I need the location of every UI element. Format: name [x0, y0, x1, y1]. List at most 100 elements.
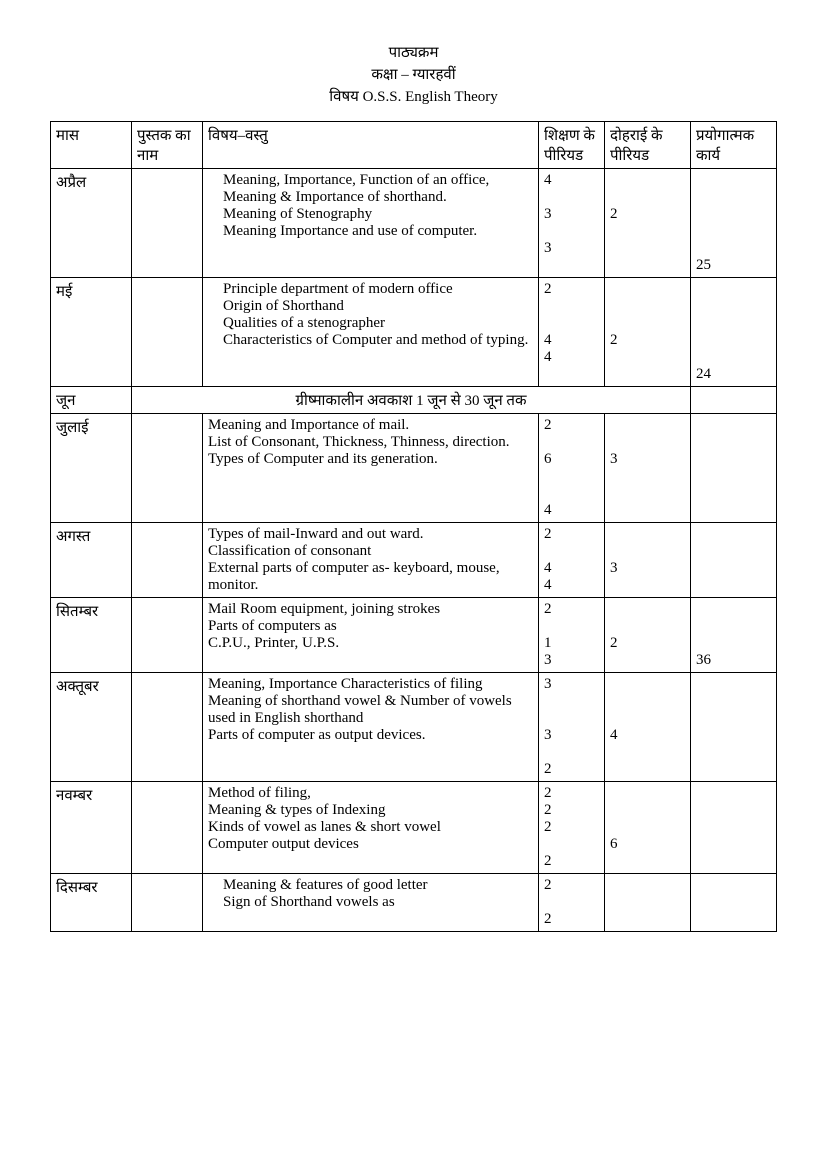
rev-val: 6: [610, 836, 685, 853]
content-line: Meaning, Importance Characteristics of f…: [208, 676, 533, 693]
table-row: सितम्बर Mail Room equipment, joining str…: [51, 598, 777, 673]
prac-val: 36: [696, 652, 771, 669]
header-line-2: कक्षा – ग्यारहवीं: [50, 64, 777, 84]
content-cell: Method of filing, Meaning & types of Ind…: [203, 782, 539, 874]
teach-val: 2: [544, 761, 599, 778]
rev-cell: 4: [605, 673, 691, 782]
content-line: Meaning & types of Indexing: [208, 802, 533, 819]
content-line: Meaning, Importance, Function of an offi…: [208, 172, 533, 206]
teach-val: [544, 223, 599, 240]
teach-val: 4: [544, 172, 599, 189]
prac-cell: 24: [691, 278, 777, 387]
teach-val: 2: [544, 281, 599, 298]
content-line: Principle department of modern office: [208, 281, 533, 298]
content-line: Sign of Shorthand vowels as: [208, 894, 533, 911]
teach-val: 3: [544, 652, 599, 669]
rev-cell: [605, 874, 691, 932]
teach-val: 3: [544, 240, 599, 257]
table-row: दिसम्बर Meaning & features of good lette…: [51, 874, 777, 932]
book-cell: [132, 782, 203, 874]
prac-cell: 36: [691, 598, 777, 673]
table-row: जुलाई Meaning and Importance of mail. Li…: [51, 414, 777, 523]
prac-val: 24: [696, 366, 771, 383]
rev-cell: 2: [605, 169, 691, 278]
content-cell: Types of mail-Inward and out ward. Class…: [203, 523, 539, 598]
prac-cell: [691, 414, 777, 523]
rev-cell: 3: [605, 414, 691, 523]
month-cell: जुलाई: [51, 414, 132, 523]
col-month: मास: [51, 122, 132, 169]
content-line: Types of Computer and its generation.: [208, 451, 533, 468]
rev-val: 4: [610, 727, 685, 744]
header-line-3: विषय O.S.S. English Theory: [50, 86, 777, 106]
month-cell: नवम्बर: [51, 782, 132, 874]
table-row: अक्तूबर Meaning, Importance Characterist…: [51, 673, 777, 782]
teach-val: 3: [544, 206, 599, 223]
prac-cell: [691, 523, 777, 598]
content-line: Computer output devices: [208, 836, 533, 853]
teach-cell: 2 2 2 2: [539, 782, 605, 874]
book-cell: [132, 414, 203, 523]
content-line: Characteristics of Computer and method o…: [208, 332, 533, 349]
content-line: Classification of consonant: [208, 543, 533, 560]
rev-val: 2: [610, 206, 685, 223]
syllabus-table: मास पुस्तक का नाम विषय–वस्तु शिक्षण के प…: [50, 121, 777, 932]
content-cell: Meaning and Importance of mail. List of …: [203, 414, 539, 523]
teach-cell: 4 3 3: [539, 169, 605, 278]
content-line: Kinds of vowel as lanes & short vowel: [208, 819, 533, 836]
teach-val: 2: [544, 819, 599, 836]
content-line: Qualities of a stenographer: [208, 315, 533, 332]
teach-val: 2: [544, 601, 599, 618]
table-row: नवम्बर Method of filing, Meaning & types…: [51, 782, 777, 874]
teach-cell: 2 6 4: [539, 414, 605, 523]
book-cell: [132, 673, 203, 782]
content-line: Meaning and Importance of mail.: [208, 417, 533, 434]
content-line: Meaning of Stenography: [208, 206, 533, 223]
book-cell: [132, 874, 203, 932]
teach-val: 2: [544, 877, 599, 894]
content-cell: Meaning, Importance Characteristics of f…: [203, 673, 539, 782]
rev-val: 3: [610, 560, 685, 577]
teach-val: 2: [544, 911, 599, 928]
book-cell: [132, 523, 203, 598]
table-header-row: मास पुस्तक का नाम विषय–वस्तु शिक्षण के प…: [51, 122, 777, 169]
teach-val: 2: [544, 526, 599, 543]
teach-val: 3: [544, 727, 599, 744]
content-line: Origin of Shorthand: [208, 298, 533, 315]
document-header: पाठ्यक्रम कक्षा – ग्यारहवीं विषय O.S.S. …: [50, 42, 777, 106]
book-cell: [132, 169, 203, 278]
content-cell: Mail Room equipment, joining strokes Par…: [203, 598, 539, 673]
teach-cell: 2 2: [539, 874, 605, 932]
table-row: जून ग्रीष्माकालीन अवकाश 1 जून से 30 जून …: [51, 387, 777, 414]
content-cell: Meaning & features of good letter Sign o…: [203, 874, 539, 932]
month-cell: अगस्त: [51, 523, 132, 598]
prac-val: 25: [696, 257, 771, 274]
teach-val: 2: [544, 785, 599, 802]
content-line: Method of filing,: [208, 785, 533, 802]
teach-val: 4: [544, 332, 599, 349]
content-line: Parts of computers as: [208, 618, 533, 635]
teach-val: 4: [544, 577, 599, 594]
teach-val: 4: [544, 349, 599, 366]
month-cell: अप्रैल: [51, 169, 132, 278]
col-book: पुस्तक का नाम: [132, 122, 203, 169]
rev-val: 3: [610, 451, 685, 468]
content-cell: Principle department of modern office Or…: [203, 278, 539, 387]
prac-cell: [691, 387, 777, 414]
content-line: Types of mail-Inward and out ward.: [208, 526, 533, 543]
month-cell: दिसम्बर: [51, 874, 132, 932]
book-cell: [132, 278, 203, 387]
month-cell: जून: [51, 387, 132, 414]
content-line: C.P.U., Printer, U.P.S.: [208, 635, 533, 652]
content-line: Meaning Importance and use of computer.: [208, 223, 533, 240]
teach-val: 3: [544, 676, 599, 693]
month-cell: सितम्बर: [51, 598, 132, 673]
month-cell: अक्तूबर: [51, 673, 132, 782]
content-line: Meaning of shorthand vowel & Number of v…: [208, 693, 533, 727]
prac-cell: 25: [691, 169, 777, 278]
june-holiday: ग्रीष्माकालीन अवकाश 1 जून से 30 जून तक: [132, 387, 691, 414]
teach-cell: 2 4 4: [539, 278, 605, 387]
rev-cell: 2: [605, 278, 691, 387]
table-row: अप्रैल Meaning, Importance, Function of …: [51, 169, 777, 278]
teach-cell: 2 4 4: [539, 523, 605, 598]
